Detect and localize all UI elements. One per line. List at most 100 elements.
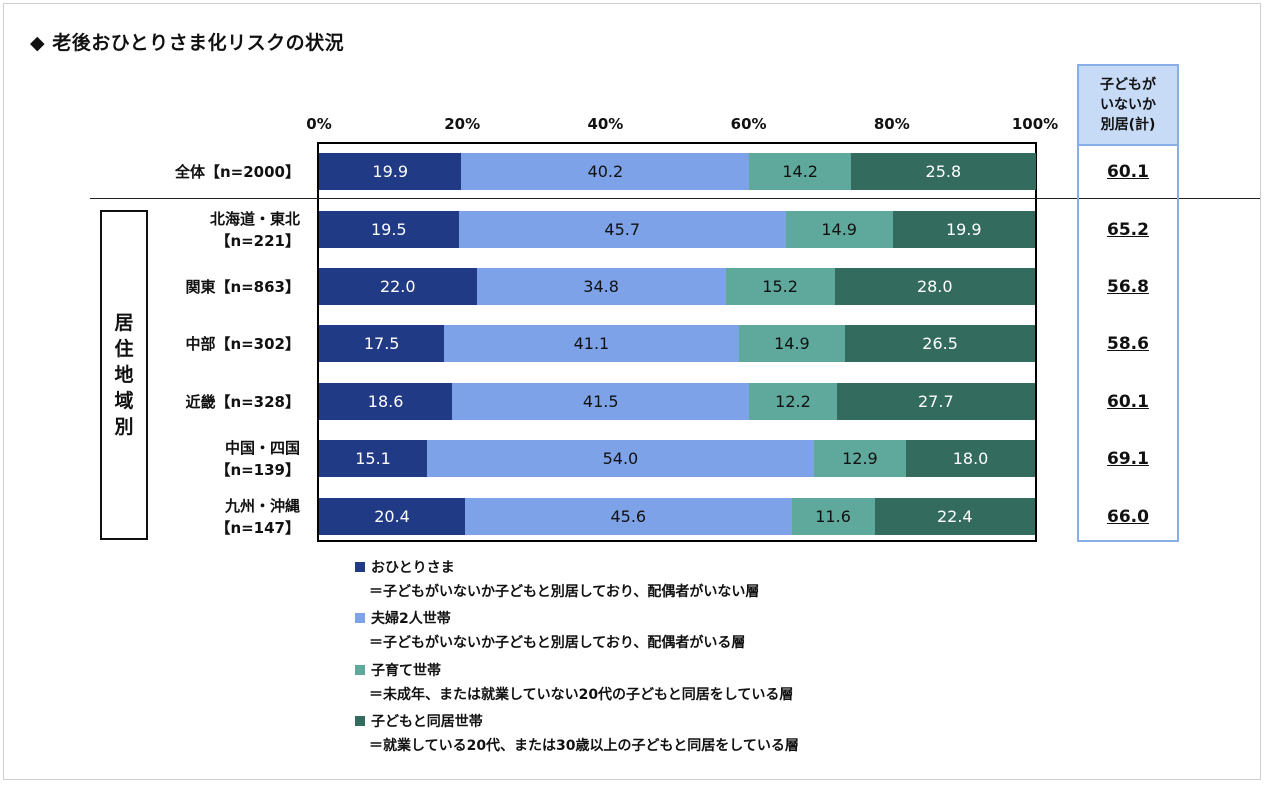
bar-segment: 14.9 — [785, 211, 893, 248]
bar-segment: 19.9 — [892, 211, 1035, 248]
bar-segment: 22.0 — [319, 268, 477, 305]
right-column-value: 58.6 — [1107, 334, 1149, 354]
bar-segment: 11.6 — [791, 498, 875, 535]
row-label: 近畿【n=328】 — [150, 391, 300, 413]
legend-description: ＝未成年、または就業していない20代の子どもと同居をしている層 — [369, 687, 794, 703]
row-label-line: 北海道・東北 — [209, 209, 300, 228]
legend-entry: 夫婦2人世帯 ＝子どもがいないか子どもと別居しており、配偶者がいる層 — [355, 608, 745, 652]
chart-title: ◆ 老後おひとりさま化リスクの状況 — [30, 32, 345, 54]
x-tick-label: 60% — [730, 115, 767, 133]
legend-series-name: 子どもと同居世帯 — [371, 714, 483, 730]
row-label: 九州・沖縄【n=147】 — [150, 495, 300, 539]
row-label-line: 中国・四国 — [224, 438, 300, 457]
legend-description: ＝子どもがいないか子どもと別居しており、配偶者がいる層 — [369, 635, 746, 651]
bar-segment: 41.1 — [444, 325, 739, 362]
bar-segment: 25.8 — [850, 153, 1036, 190]
x-tick-label: 100% — [1011, 115, 1059, 133]
bar-value-label: 22.0 — [379, 277, 416, 296]
region-label-char: 居 — [114, 312, 134, 334]
region-label-char: 別 — [114, 416, 134, 438]
legend-description: ＝子どもがいないか子どもと別居しており、配偶者がいない層 — [369, 584, 760, 600]
bar-value-label: 27.7 — [918, 392, 954, 411]
x-tick-label: 20% — [444, 115, 481, 133]
legend-swatch — [355, 716, 365, 726]
row-label-line: 関東【n=863】 — [185, 277, 300, 296]
right-column-value: 60.1 — [1107, 162, 1149, 182]
region-label-char: 地 — [114, 364, 134, 386]
total-separator-line — [90, 198, 1260, 199]
bar-value-label: 12.9 — [842, 449, 878, 468]
bar-value-label: 41.5 — [582, 392, 619, 411]
row-label-line: 【n=221】 — [215, 231, 300, 250]
legend-entry: 子育て世帯 ＝未成年、または就業していない20代の子どもと同居をしている層 — [355, 660, 793, 704]
right-header-line: 子どもが — [1100, 77, 1156, 93]
bar-segment: 20.4 — [319, 498, 466, 535]
row-label-line: 全体【n=2000】 — [175, 162, 300, 181]
bar-value-label: 17.5 — [363, 334, 400, 353]
legend-entry: おひとりさま ＝子どもがいないか子どもと別居しており、配偶者がいない層 — [355, 557, 759, 601]
row-label-line: 【n=147】 — [215, 518, 300, 537]
bar-value-label: 18.6 — [367, 392, 404, 411]
region-label-char: 住 — [114, 338, 134, 360]
bar-value-label: 28.0 — [916, 277, 953, 296]
row-label: 中部【n=302】 — [150, 333, 300, 355]
bar-segment: 18.0 — [906, 440, 1035, 477]
bar-value-label: 14.9 — [821, 220, 857, 239]
legend-series-name: 夫婦2人世帯 — [371, 611, 451, 627]
x-tick-label: 40% — [587, 115, 624, 133]
bar-value-label: 11.6 — [815, 507, 851, 526]
bar-segment: 41.5 — [452, 383, 750, 420]
bar-segment: 18.6 — [319, 383, 453, 420]
bar-value-label: 40.2 — [587, 162, 624, 181]
bar-value-label: 20.4 — [374, 507, 410, 526]
bar-segment: 45.7 — [458, 211, 786, 248]
bar-segment: 28.0 — [834, 268, 1035, 305]
x-tick-label: 80% — [873, 115, 910, 133]
right-column-value: 60.1 — [1107, 392, 1149, 412]
right-column-value: 56.8 — [1107, 277, 1149, 297]
bar-segment: 34.8 — [476, 268, 726, 305]
bar-value-label: 22.4 — [936, 507, 973, 526]
bar-segment: 15.1 — [319, 440, 428, 477]
bar-value-label: 14.2 — [782, 162, 818, 181]
legend-swatch — [355, 613, 365, 623]
bar-value-label: 15.1 — [355, 449, 391, 468]
legend-series-name: 子育て世帯 — [371, 663, 441, 679]
legend-entry: 子どもと同居世帯 ＝就業している20代、または30歳以上の子どもと同居をしている層 — [355, 711, 799, 755]
row-label-line: 【n=139】 — [215, 460, 300, 479]
bar-value-label: 19.5 — [370, 220, 407, 239]
bar-value-label: 18.0 — [952, 449, 989, 468]
plot-area — [317, 142, 1037, 542]
row-label-line: 九州・沖縄 — [224, 496, 300, 515]
row-label-line: 近畿【n=328】 — [185, 392, 300, 411]
bar-segment: 19.5 — [319, 211, 459, 248]
bar-value-label: 19.9 — [372, 162, 409, 181]
right-column-value: 65.2 — [1107, 220, 1149, 240]
bar-value-label: 15.2 — [762, 277, 798, 296]
bar-segment: 26.5 — [845, 325, 1035, 362]
row-label-line: 中部【n=302】 — [185, 334, 300, 353]
right-summary-column: 子どもが いないか 別居(計) 60.1 65.2 56.8 58.6 60.1 69.1… — [1077, 64, 1179, 542]
bar-segment: 40.2 — [461, 153, 750, 190]
bar-value-label: 12.2 — [775, 392, 811, 411]
bar-segment: 27.7 — [836, 383, 1035, 420]
bar-value-label: 25.8 — [925, 162, 962, 181]
bar-segment: 22.4 — [874, 498, 1035, 535]
legend-description: ＝就業している20代、または30歳以上の子どもと同居をしている層 — [369, 738, 799, 754]
bar-value-label: 14.9 — [774, 334, 810, 353]
row-label: 北海道・東北 【n=221】 — [150, 208, 300, 252]
bar-segment: 15.2 — [725, 268, 835, 305]
bar-value-label: 54.0 — [602, 449, 639, 468]
bar-value-label: 34.8 — [583, 277, 619, 296]
bar-segment: 45.6 — [465, 498, 792, 535]
right-header-line: いないか — [1100, 97, 1156, 113]
bar-segment: 19.9 — [319, 153, 462, 190]
bar-segment: 14.2 — [749, 153, 851, 190]
bar-segment: 12.9 — [813, 440, 907, 477]
bar-value-label: 26.5 — [922, 334, 958, 353]
right-column-value: 66.0 — [1107, 507, 1149, 527]
chart-frame — [3, 3, 1261, 780]
x-tick-label: 0% — [306, 115, 332, 133]
right-header-line: 別居(計) — [1100, 117, 1156, 133]
right-column-value: 69.1 — [1107, 449, 1149, 469]
